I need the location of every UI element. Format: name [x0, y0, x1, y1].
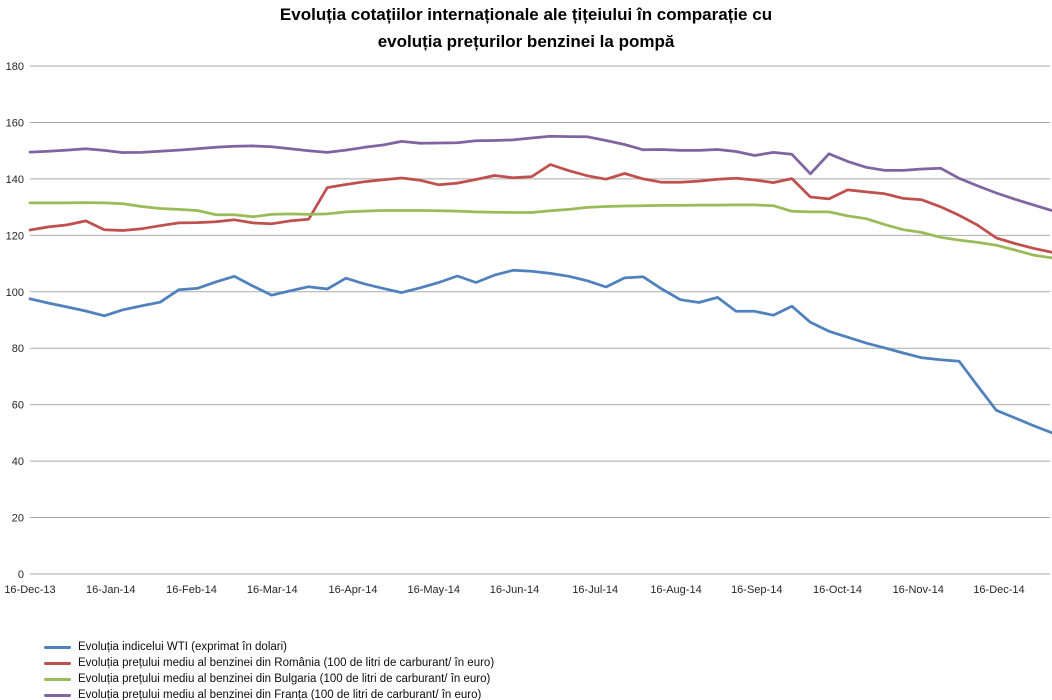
y-axis-tick-label-40: 40	[12, 456, 24, 468]
x-axis-tick-label-16-Mar-14: 16-Mar-14	[247, 584, 298, 596]
y-axis-tick-label-140: 140	[6, 174, 24, 186]
legend-label-wti: Evoluția indicelui WTI (exprimat în dola…	[78, 641, 287, 653]
legend-item-romania: Evoluția prețului mediu al benzinei din …	[44, 655, 494, 671]
legend-label-romania: Evoluția prețului mediu al benzinei din …	[78, 657, 495, 669]
x-axis-tick-label-16-Oct-14: 16-Oct-14	[813, 584, 862, 596]
x-axis-tick-label-16-May-14: 16-May-14	[407, 584, 460, 596]
y-axis-tick-label-60: 60	[12, 400, 24, 412]
legend-item-wti: Evoluția indicelui WTI (exprimat în dola…	[44, 639, 494, 655]
legend-line-swatch-franta	[44, 693, 71, 697]
y-axis-tick-label-80: 80	[12, 343, 24, 355]
y-axis-tick-label-20: 20	[12, 513, 24, 525]
x-axis-tick-label-16-Dec-14: 16-Dec-14	[973, 584, 1024, 596]
x-axis-tick-label-16-Nov-14: 16-Nov-14	[893, 584, 944, 596]
x-axis-tick-label-16-Feb-14: 16-Feb-14	[166, 584, 217, 596]
chart-title: Evoluția cotațiilor internaționale ale ț…	[0, 1, 1052, 55]
legend-label-franta: Evoluția prețului mediu al benzinei din …	[78, 689, 482, 700]
y-axis-tick-label-160: 160	[6, 117, 24, 129]
chart-title-line-2: evoluția prețurilor benzinei la pompă	[377, 32, 675, 51]
y-axis-tick-label-120: 120	[6, 230, 24, 242]
x-axis-tick-label-16-Jun-14: 16-Jun-14	[490, 584, 540, 596]
x-axis-tick-label-16-Jan-14: 16-Jan-14	[86, 584, 136, 596]
x-axis-tick-label-16-Jul-14: 16-Jul-14	[572, 584, 618, 596]
legend-line-swatch-romania	[44, 661, 71, 665]
x-axis-tick-label-16-Aug-14: 16-Aug-14	[650, 584, 701, 596]
chart-title-line-1: Evoluția cotațiilor internaționale ale ț…	[279, 5, 773, 24]
chart-legend: Evoluția indicelui WTI (exprimat în dola…	[44, 639, 494, 700]
series-line-3	[28, 134, 1052, 212]
legend-label-bulgaria: Evoluția prețului mediu al benzinei din …	[78, 673, 491, 685]
y-axis-tick-label-0: 0	[18, 569, 24, 581]
legend-line-swatch-bulgaria	[44, 677, 71, 681]
legend-line-swatch-wti	[44, 645, 71, 649]
legend-item-franta: Evoluția prețului mediu al benzinei din …	[44, 687, 494, 700]
legend-item-bulgaria: Evoluția prețului mediu al benzinei din …	[44, 671, 494, 687]
series-line-2	[28, 201, 1052, 260]
series-line-0	[28, 268, 1052, 435]
y-axis-tick-label-100: 100	[6, 287, 24, 299]
x-axis-tick-label-16-Sep-14: 16-Sep-14	[731, 584, 782, 596]
x-axis-tick-label-16-Apr-14: 16-Apr-14	[329, 584, 378, 596]
x-axis-tick-label-16-Dec-13: 16-Dec-13	[4, 584, 55, 596]
series-line-1	[28, 163, 1052, 254]
y-axis-tick-label-180: 180	[6, 61, 24, 73]
